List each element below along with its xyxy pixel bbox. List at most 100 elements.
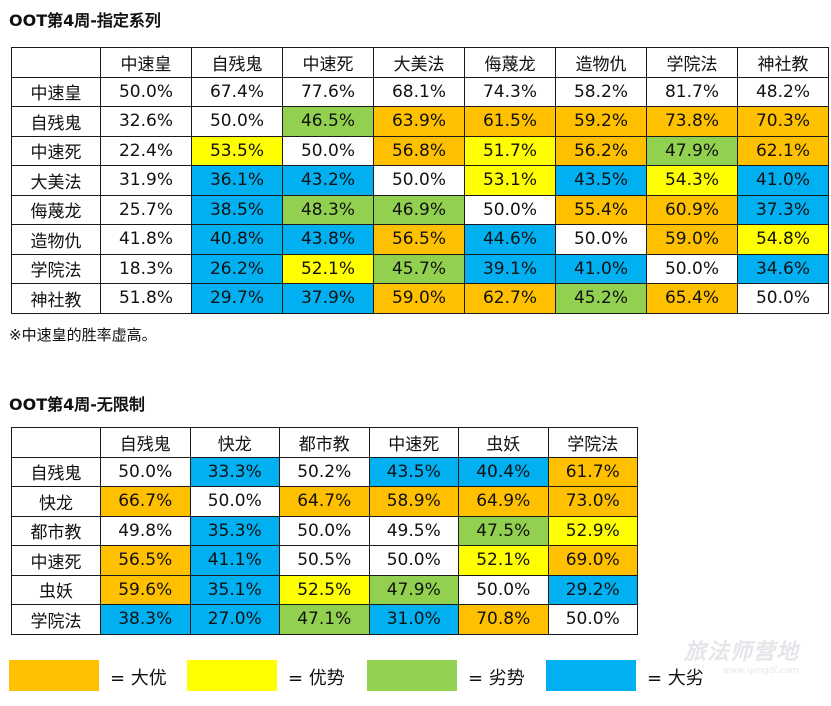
winrate-cell: 18.3% [100, 253, 192, 284]
winrate-cell: 62.1% [737, 135, 829, 166]
column-header: 中速死 [368, 427, 459, 458]
legend-swatch-dis [367, 660, 457, 691]
winrate-cell: 59.2% [555, 106, 647, 137]
winrate-cell: 46.9% [373, 194, 465, 225]
winrate-cell: 50.0% [189, 486, 280, 517]
winrate-cell: 74.3% [464, 76, 556, 107]
winrate-cell: 50.2% [279, 456, 370, 487]
winrate-cell: 49.8% [100, 515, 191, 546]
winrate-cell: 59.6% [100, 574, 191, 605]
row-header: 自残鬼 [11, 106, 101, 137]
row-header: 学院法 [11, 253, 101, 284]
table-row: 快龙 66.7% 50.0% 64.7% 58.9% 64.9% 73.0% [11, 486, 638, 517]
table-row: 自残鬼 50.0% 33.3% 50.2% 43.5% 40.4% 61.7% [11, 456, 638, 487]
winrate-cell: 48.3% [282, 194, 374, 225]
legend-label-big-dis: = 大劣 [647, 668, 704, 689]
winrate-cell: 31.0% [368, 604, 459, 635]
winrate-cell: 47.5% [458, 515, 549, 546]
column-header: 自残鬼 [191, 47, 283, 78]
winrate-cell: 69.0% [547, 545, 638, 576]
winrate-cell: 45.7% [373, 253, 465, 284]
matchup-table-unlimited: 自残鬼 快龙 都市教 中速死 虫妖 学院法 自残鬼 50.0% 33.3% 50.2% 43.5% 4… [11, 427, 638, 635]
winrate-cell: 58.9% [368, 486, 459, 517]
winrate-cell: 61.7% [547, 456, 638, 487]
row-header: 都市教 [11, 515, 101, 546]
legend-label-big-adv: = 大优 [110, 668, 167, 689]
winrate-cell: 41.0% [737, 165, 829, 196]
row-header: 中速死 [11, 135, 101, 166]
winrate-cell: 50.0% [100, 456, 191, 487]
winrate-cell: 50.0% [368, 545, 459, 576]
winrate-cell: 50.0% [279, 515, 370, 546]
winrate-cell: 52.5% [279, 574, 370, 605]
corner-cell [11, 427, 101, 458]
winrate-cell: 67.4% [191, 76, 283, 107]
row-header: 中速死 [11, 545, 101, 576]
winrate-cell: 35.3% [189, 515, 280, 546]
table-row: 造物仇 41.8% 40.8% 43.8% 56.5% 44.6% 50.0% 59.0% 54… [11, 224, 829, 255]
winrate-cell: 41.1% [189, 545, 280, 576]
winrate-cell: 40.4% [458, 456, 549, 487]
row-header: 自残鬼 [11, 456, 101, 487]
winrate-cell: 68.1% [373, 76, 465, 107]
winrate-cell: 37.9% [282, 283, 374, 314]
winrate-cell: 65.4% [646, 283, 738, 314]
winrate-cell: 47.9% [368, 574, 459, 605]
winrate-cell: 59.0% [373, 283, 465, 314]
row-header: 快龙 [11, 486, 101, 517]
row-header: 造物仇 [11, 224, 101, 255]
winrate-cell: 50.0% [737, 283, 829, 314]
winrate-cell: 53.1% [464, 165, 556, 196]
table-row: 大美法 31.9% 36.1% 43.2% 50.0% 53.1% 43.5% 54.3% 41… [11, 165, 829, 196]
table-row: 学院法 38.3% 27.0% 47.1% 31.0% 70.8% 50.0% [11, 604, 638, 635]
winrate-cell: 56.5% [373, 224, 465, 255]
column-header: 快龙 [189, 427, 280, 458]
winrate-cell: 31.9% [100, 165, 192, 196]
winrate-cell: 38.5% [191, 194, 283, 225]
watermark-logo: 旅法师营地 www.iyingdi.com [684, 634, 799, 676]
legend-swatch-adv [187, 660, 277, 691]
winrate-cell: 29.2% [547, 574, 638, 605]
winrate-cell: 61.5% [464, 106, 556, 137]
winrate-cell: 43.8% [282, 224, 374, 255]
header-row: 自残鬼 快龙 都市教 中速死 虫妖 学院法 [11, 427, 638, 458]
winrate-cell: 50.0% [555, 224, 647, 255]
winrate-cell: 58.2% [555, 76, 647, 107]
winrate-cell: 44.6% [464, 224, 556, 255]
winrate-cell: 52.1% [458, 545, 549, 576]
column-header: 学院法 [547, 427, 638, 458]
winrate-cell: 43.5% [555, 165, 647, 196]
table-row: 中速皇 50.0% 67.4% 77.6% 68.1% 74.3% 58.2% 81.7% 48… [11, 76, 829, 107]
matchup-table-designated: 中速皇 自残鬼 中速死 大美法 侮蔑龙 造物仇 学院法 神社教 中速皇 50.0% 67.4% 77.… [11, 47, 829, 314]
winrate-cell: 60.9% [646, 194, 738, 225]
winrate-cell: 41.0% [555, 253, 647, 284]
winrate-cell: 70.8% [458, 604, 549, 635]
winrate-cell: 56.5% [100, 545, 191, 576]
table-row: 虫妖 59.6% 35.1% 52.5% 47.9% 50.0% 29.2% [11, 574, 638, 605]
winrate-cell: 64.7% [279, 486, 370, 517]
table-row: 侮蔑龙 25.7% 38.5% 48.3% 46.9% 50.0% 55.4% 60.9% 37… [11, 194, 829, 225]
table-row: 中速死 56.5% 41.1% 50.5% 50.0% 52.1% 69.0% [11, 545, 638, 576]
winrate-cell: 52.9% [547, 515, 638, 546]
table-row: 自残鬼 32.6% 50.0% 46.5% 63.9% 61.5% 59.2% 73.8% 70… [11, 106, 829, 137]
row-header: 侮蔑龙 [11, 194, 101, 225]
winrate-cell: 50.0% [100, 76, 192, 107]
winrate-cell: 54.3% [646, 165, 738, 196]
winrate-cell: 54.8% [737, 224, 829, 255]
winrate-cell: 47.9% [646, 135, 738, 166]
legend-swatch-big-dis [546, 660, 636, 691]
column-header: 造物仇 [555, 47, 647, 78]
winrate-cell: 50.0% [191, 106, 283, 137]
winrate-cell: 36.1% [191, 165, 283, 196]
winrate-cell: 34.6% [737, 253, 829, 284]
winrate-cell: 56.2% [555, 135, 647, 166]
table-row: 都市教 49.8% 35.3% 50.0% 49.5% 47.5% 52.9% [11, 515, 638, 546]
column-header: 大美法 [373, 47, 465, 78]
winrate-cell: 50.0% [646, 253, 738, 284]
winrate-cell: 41.8% [100, 224, 192, 255]
column-header: 中速死 [282, 47, 374, 78]
winrate-cell: 22.4% [100, 135, 192, 166]
winrate-cell: 50.0% [464, 194, 556, 225]
legend-label-adv: = 优势 [288, 668, 345, 689]
winrate-cell: 26.2% [191, 253, 283, 284]
